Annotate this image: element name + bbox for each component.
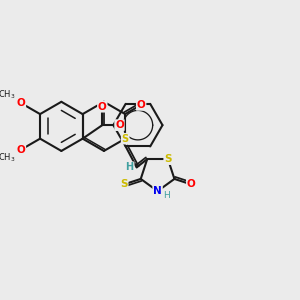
Text: H: H <box>125 162 134 172</box>
Text: O: O <box>16 98 25 108</box>
Text: O: O <box>98 102 107 112</box>
Text: S: S <box>120 179 128 189</box>
Text: O: O <box>16 145 25 155</box>
Text: CH$_3$: CH$_3$ <box>0 152 16 164</box>
Text: N: N <box>153 186 162 196</box>
Text: O: O <box>187 179 196 189</box>
Text: O: O <box>137 100 146 110</box>
Text: S: S <box>164 154 172 164</box>
Text: O: O <box>115 120 124 130</box>
Text: S: S <box>122 134 129 144</box>
Text: CH$_3$: CH$_3$ <box>0 89 16 101</box>
Text: H: H <box>163 191 170 200</box>
